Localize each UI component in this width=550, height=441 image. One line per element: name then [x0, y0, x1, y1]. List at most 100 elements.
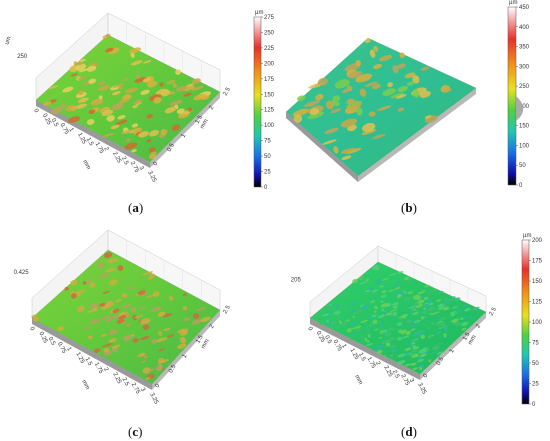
- panel-c-y-tick: 2.5: [223, 304, 233, 315]
- panel-c-peak: [70, 293, 77, 299]
- panel-b-colorbar-tick: 350: [519, 45, 530, 51]
- panel-b-peak: [293, 114, 303, 123]
- panel-d-peak: [408, 305, 415, 309]
- panel-d-peak: [469, 315, 473, 320]
- panel-b-peak: [348, 70, 363, 79]
- panel-c-peak: [107, 258, 119, 264]
- panel-b-peak: [340, 118, 358, 128]
- panel-c-peak: [128, 286, 134, 290]
- panel-c-peak: [162, 327, 171, 332]
- panel-d-peak: [355, 328, 362, 332]
- panel-a-peak: [49, 85, 59, 89]
- panel-d-colorbar: [521, 239, 530, 405]
- panel-c-peak: [156, 337, 168, 343]
- panel-a-x-tick: 3.25: [146, 170, 157, 184]
- panel-b-peak: [412, 75, 420, 84]
- panel-b-peak: [371, 83, 381, 90]
- panel-d-peak: [456, 308, 461, 311]
- panel-d-peak: [411, 328, 416, 331]
- panel-d-peak: [405, 331, 411, 336]
- panel-d-peak: [339, 320, 342, 325]
- panel-b-peak: [334, 79, 350, 89]
- panel-a-peak: [140, 89, 150, 95]
- panel-a-peak: [101, 109, 114, 116]
- panel-a-peak: [105, 47, 114, 53]
- panel-d-peak: [431, 321, 435, 326]
- panel-d-peak: [312, 313, 320, 318]
- panel-d-peak: [366, 340, 370, 343]
- panel-b-peak: [330, 108, 342, 114]
- panel-d-y-tick: 2: [475, 323, 482, 329]
- panel-a-peak: [77, 90, 84, 96]
- panel-d-peak: [407, 309, 414, 314]
- panel-d-peak: [388, 336, 395, 342]
- panel-d-peak: [452, 312, 459, 315]
- panel-d-peak: [349, 302, 356, 306]
- panel-d-peak: [325, 304, 330, 309]
- panel-a-peak: [124, 87, 138, 94]
- panel-b-peak: [315, 94, 324, 101]
- panel-a-peak: [88, 109, 96, 115]
- panel-c-peak: [191, 319, 202, 325]
- panel-d-y-tick: 1.5: [462, 331, 472, 342]
- panel-c-peak: [196, 307, 207, 312]
- panel-d-peak: [436, 299, 441, 302]
- panel-b-peak: [406, 81, 415, 86]
- panel-d-peak: [367, 333, 371, 338]
- panel-a-x-tick: 0.75: [59, 122, 70, 136]
- panel-b-colorbar-tick: 400: [519, 25, 530, 31]
- panel-d-peak: [390, 354, 393, 357]
- panel-b-peak: [297, 95, 306, 102]
- panel-d-peak: [426, 321, 430, 324]
- panel-d-peak: [424, 303, 429, 308]
- panel-c-y-label: mm: [201, 338, 211, 350]
- panel-c-peak: [100, 333, 108, 337]
- panel-a-peak: [117, 115, 126, 120]
- panel-a-colorbar-tick: 250: [264, 30, 275, 36]
- panel-c-peak: [89, 303, 99, 309]
- panel-d-peak: [389, 309, 399, 312]
- panel-c-peak: [103, 348, 110, 353]
- panel-d-peak: [344, 319, 351, 322]
- panel-d-peak: [434, 322, 441, 326]
- panel-d-peak: [416, 330, 424, 334]
- panel-a-colorbar-tick: 225: [264, 46, 275, 52]
- panel-a-peak: [171, 124, 181, 131]
- panel-a-peak: [106, 33, 110, 39]
- panel-c-peak: [140, 336, 150, 341]
- panel-d-peak: [435, 330, 443, 335]
- panel-a-peak: [148, 147, 156, 153]
- panel-a-peak: [148, 129, 160, 137]
- panel-a-peak: [176, 88, 185, 92]
- panel-d-peak: [473, 307, 477, 311]
- panel-b-peak: [396, 63, 406, 69]
- panel-d-peak: [423, 296, 429, 300]
- panel-a-colorbar-tick: 275: [264, 15, 275, 21]
- panel-d-colorbar-unit: µm: [523, 233, 531, 239]
- panel-c-peak: [114, 299, 123, 303]
- panel-a-x-tick: 2.5: [120, 156, 130, 167]
- panel-d-peak: [391, 348, 398, 353]
- panel-b-peak: [341, 88, 350, 93]
- panel-a-colorbar-tick: 125: [264, 108, 275, 114]
- panel-c-x-tick: 0.5: [47, 336, 57, 347]
- panel-d-peak: [461, 327, 467, 331]
- panel-d-peak: [400, 318, 404, 322]
- panel-d-peak: [381, 277, 390, 281]
- panel-d-peak: [386, 285, 390, 289]
- panel-a-colorbar-tick: 100: [264, 123, 275, 129]
- panel-c-peak: [139, 318, 151, 325]
- panel-c-x-tick: 0: [28, 326, 35, 332]
- panel-d-colorbar-tick: 0: [532, 402, 536, 408]
- panel-c-peak: [99, 302, 106, 307]
- panel-d-peak: [388, 272, 397, 277]
- panel-d-x-tick: 0: [306, 326, 313, 332]
- panel-c-peak: [137, 290, 146, 295]
- panel-d-peak: [420, 334, 425, 340]
- panel-b-peak: [404, 72, 416, 79]
- panel-d-peak: [388, 289, 396, 292]
- panel-b-peak: [324, 127, 339, 134]
- panel-d-peak: [349, 321, 358, 326]
- panel-a-peak: [142, 60, 152, 64]
